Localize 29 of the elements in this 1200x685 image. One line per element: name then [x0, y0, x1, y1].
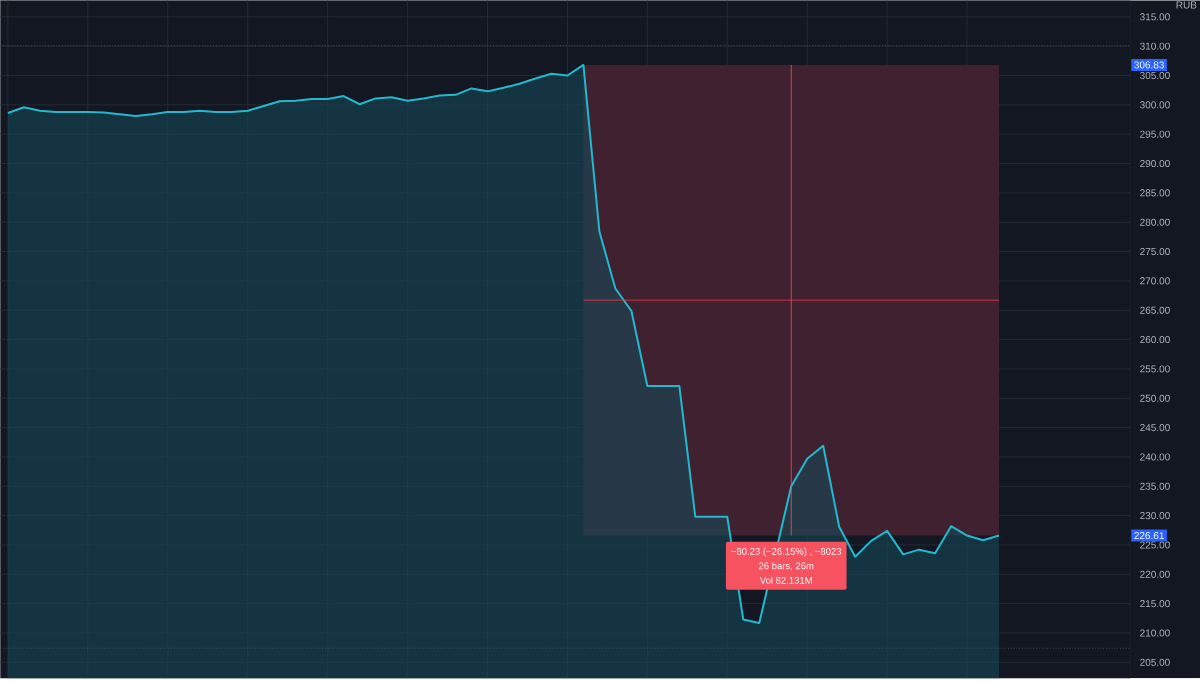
y-tick-label: 210.00 [1140, 629, 1170, 637]
y-tick-label: 300.00 [1140, 101, 1170, 109]
y-tick-label: 270.00 [1140, 277, 1170, 285]
y-tick-label: 315.00 [1140, 13, 1170, 21]
y-tick-label: 295.00 [1140, 130, 1170, 138]
annotation: Vol 82.131M [759, 576, 812, 584]
y-tick-label: 265.00 [1140, 306, 1170, 314]
y-tick-label: 280.00 [1140, 218, 1170, 226]
y-tick-label: 250.00 [1140, 394, 1170, 402]
y-tick-label: 275.00 [1140, 248, 1170, 256]
y-tick-label: 240.00 [1140, 453, 1170, 461]
y-tick-label: 235.00 [1140, 482, 1170, 490]
y-tick-label: 205.00 [1140, 658, 1170, 666]
text: 226.61 [1134, 532, 1164, 540]
y-tick-label: 290.00 [1140, 159, 1170, 168]
annotation: −80.23 (−26.15%) , −8023 [731, 547, 842, 557]
y-tick-label: 285.00 [1140, 189, 1170, 197]
y-tick-label: 305.00 [1140, 71, 1170, 80]
annotation: 26 bars, 26m [758, 562, 814, 571]
y-tick-label: 310.00 [1140, 42, 1170, 50]
y-tick-label: 220.00 [1140, 570, 1170, 578]
y-tick-label: 245.00 [1140, 424, 1170, 432]
y-tick-label: 260.00 [1140, 336, 1170, 344]
text: RUB [1176, 1, 1197, 9]
y-tick-label: 255.00 [1140, 365, 1170, 373]
y-tick-label: 215.00 [1140, 600, 1170, 608]
y-tick-label: 230.00 [1140, 512, 1170, 520]
y-tick-label: 225.00 [1140, 541, 1170, 549]
text: 306.83 [1134, 61, 1164, 69]
